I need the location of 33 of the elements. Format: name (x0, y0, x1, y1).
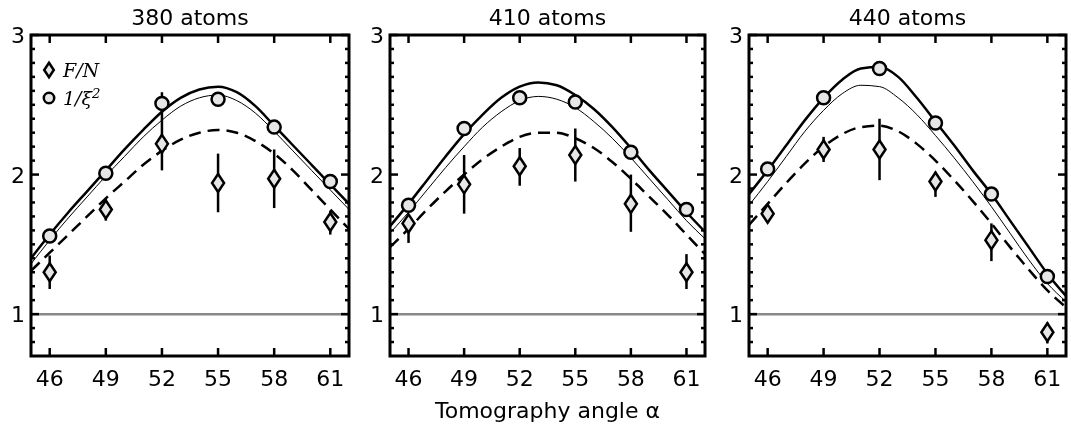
x-tick-label: 61 (1033, 366, 1062, 391)
y-tick-label: 1 (370, 302, 384, 328)
x-tick-label: 52 (865, 366, 894, 391)
x-tick-label: 58 (260, 366, 289, 391)
legend-label: 1/ξ$^{2}$ (63, 85, 101, 109)
x-tick-label: 49 (91, 366, 120, 391)
x-tick-label: 55 (204, 366, 233, 391)
x-tick-label: 49 (809, 366, 838, 391)
chart-title: 410 atoms (488, 5, 607, 30)
x-axis-title: Tomography angle α (434, 398, 660, 423)
x-tick-label: 52 (505, 366, 534, 391)
legend-label: F/N (62, 59, 101, 81)
x-tick-label: 55 (921, 366, 950, 391)
x-tick-label: 46 (753, 366, 782, 391)
y-tick-label: 2 (370, 162, 384, 188)
y-tick-label: 1 (11, 302, 25, 328)
y-tick-label: 1 (729, 302, 743, 328)
x-tick-label: 61 (316, 366, 345, 391)
x-tick-label: 52 (147, 366, 176, 391)
x-tick-label: 58 (616, 366, 645, 391)
x-tick-label: 49 (450, 366, 479, 391)
x-tick-label: 46 (35, 366, 64, 391)
x-tick-label: 46 (394, 366, 423, 391)
chart-title: 380 atoms (131, 5, 249, 30)
chart-title: 440 atoms (848, 5, 967, 30)
y-tick-label: 3 (729, 23, 743, 48)
x-tick-label: 61 (672, 366, 701, 391)
y-tick-label: 3 (11, 23, 25, 48)
x-tick-label: 58 (977, 366, 1006, 391)
y-tick-label: 2 (11, 162, 25, 188)
x-tick-label: 55 (561, 366, 590, 391)
y-tick-label: 2 (729, 162, 743, 188)
y-tick-label: 3 (370, 23, 384, 48)
